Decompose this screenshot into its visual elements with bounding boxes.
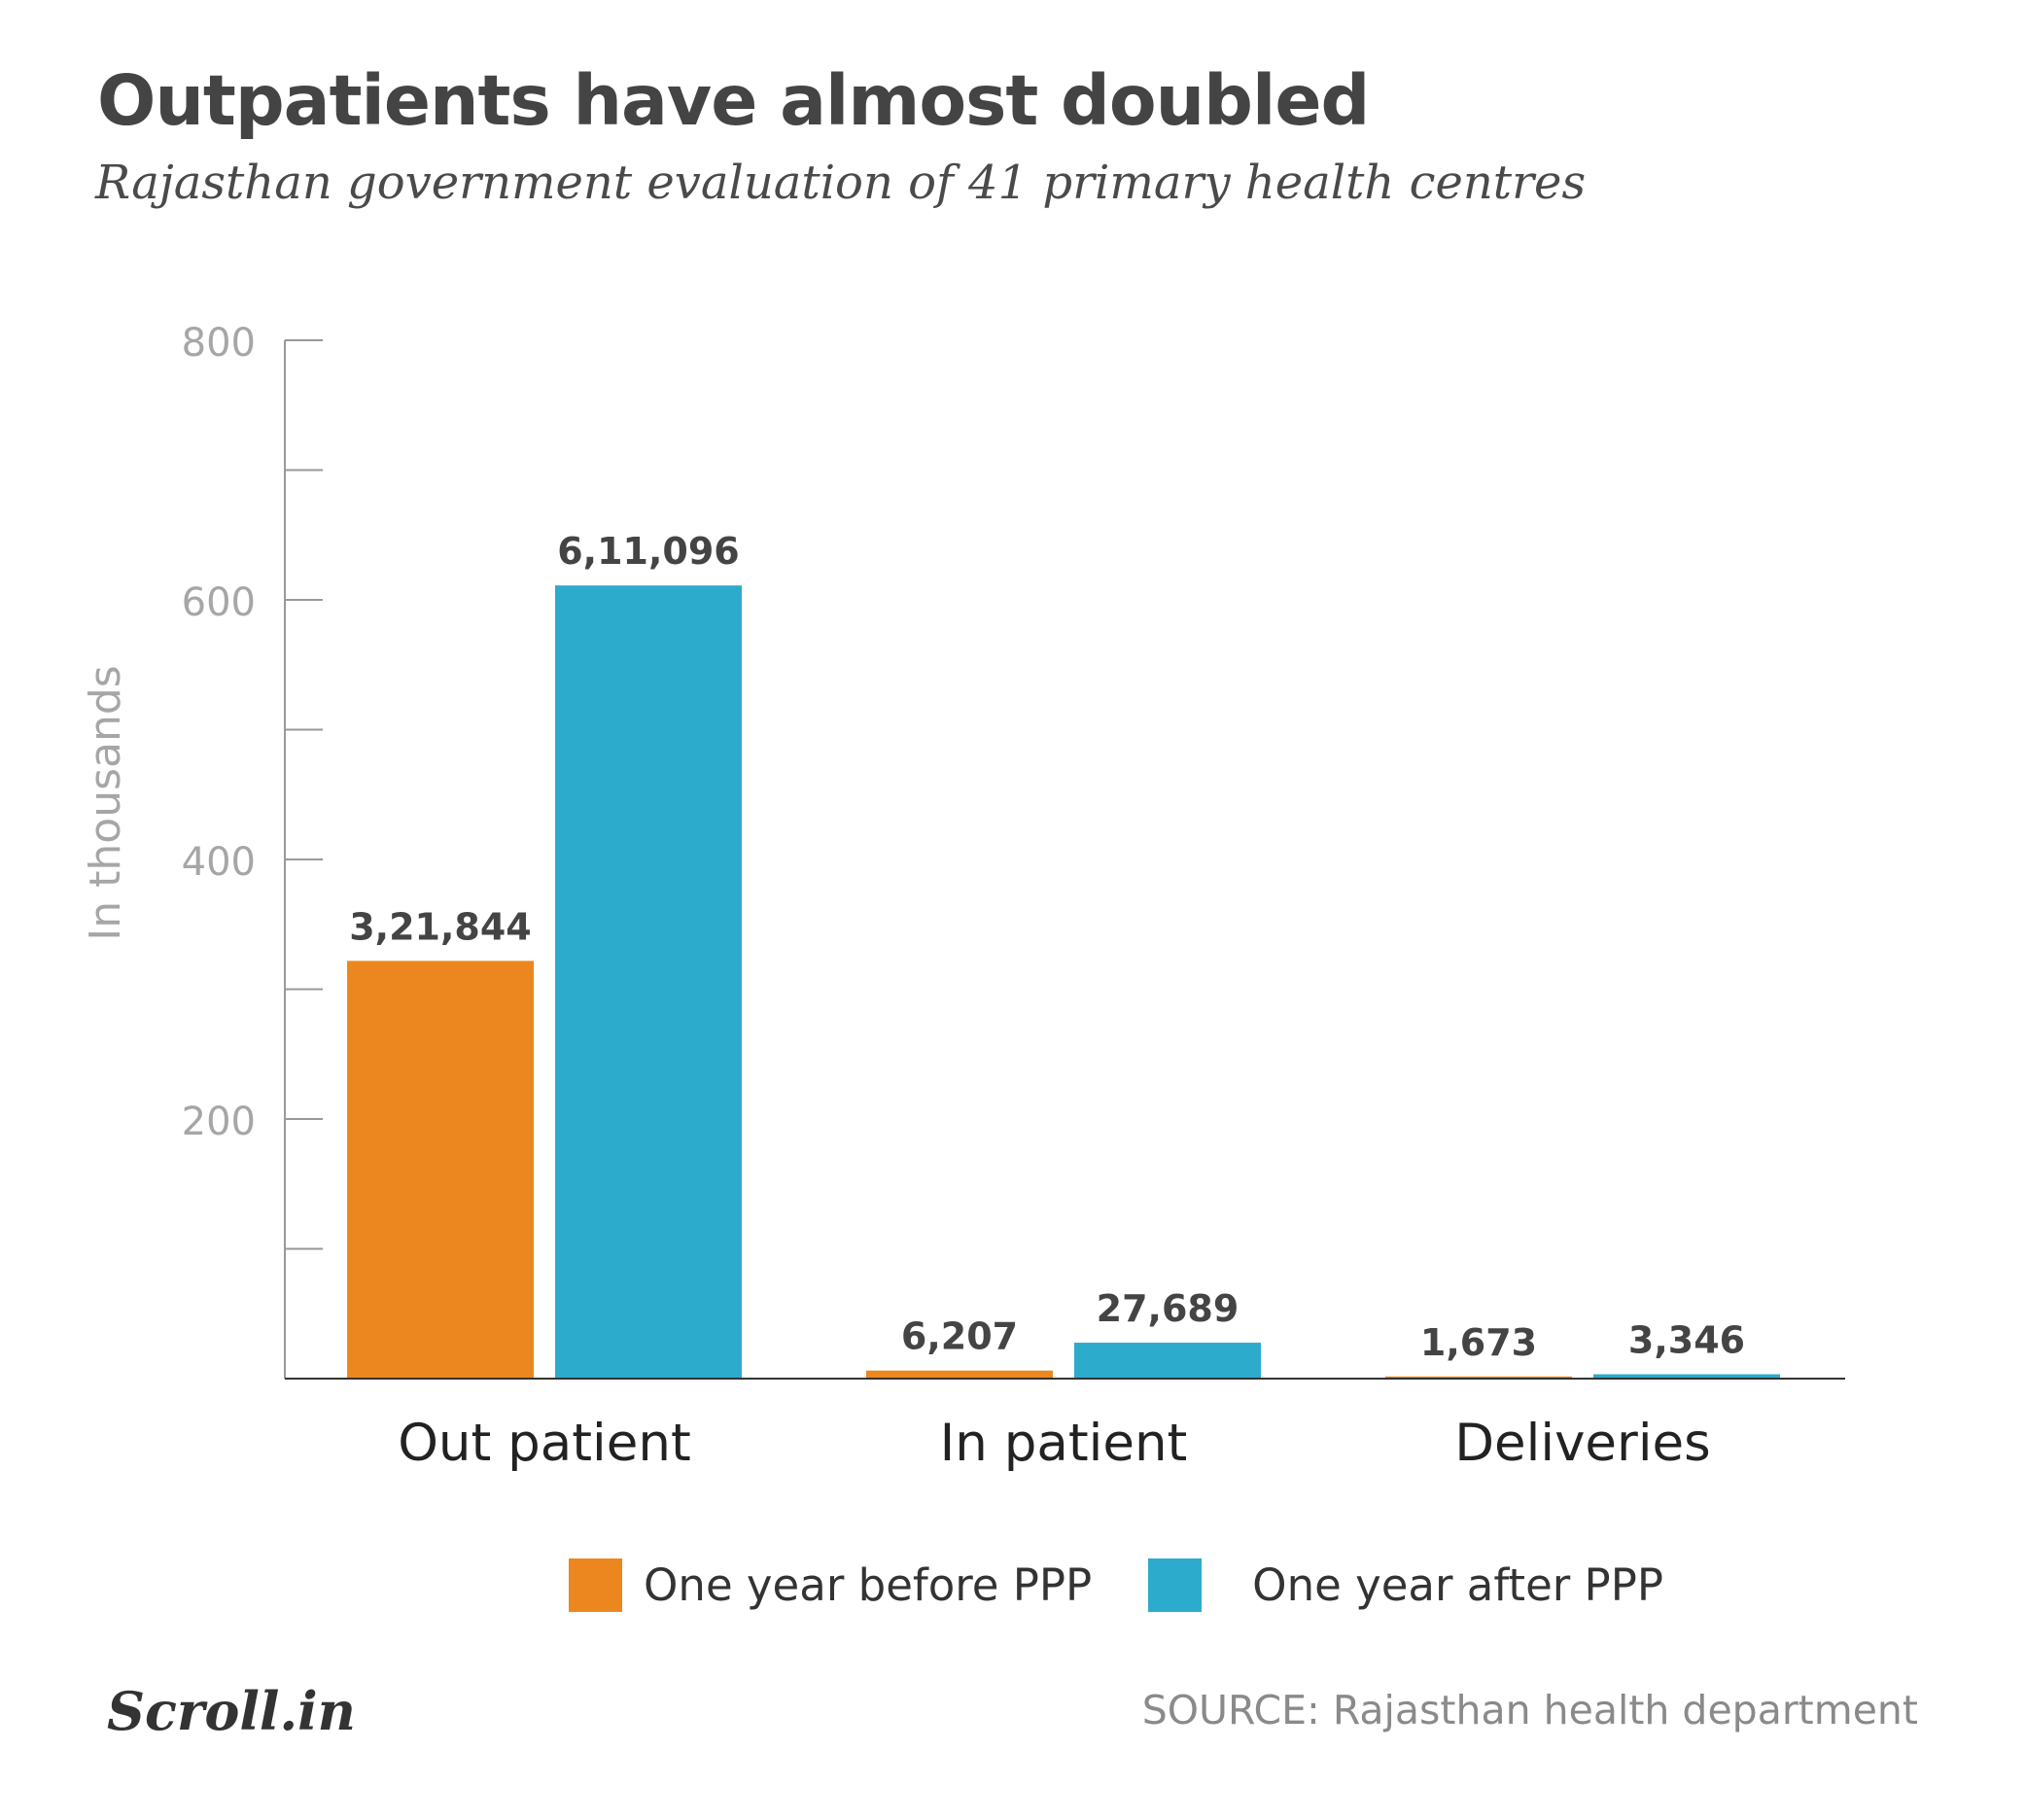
scroll-logo: Scroll.in <box>107 1680 356 1742</box>
legend: One year before PPP One year after PPP <box>569 1558 1663 1612</box>
bar <box>347 961 534 1379</box>
bar <box>866 1370 1053 1379</box>
y-axis-title: In thousands <box>81 665 130 940</box>
y-tick-label: 400 <box>182 840 256 885</box>
legend-label-after: One year after PPP <box>1252 1559 1663 1611</box>
data-label: 6,207 <box>901 1315 1018 1358</box>
x-category-label: In patient <box>940 1414 1188 1473</box>
x-category-label: Out patient <box>398 1414 691 1473</box>
data-label: 27,689 <box>1097 1287 1239 1330</box>
data-label: 3,346 <box>1628 1319 1745 1362</box>
source-note: SOURCE: Rajasthan health department <box>1141 1687 1918 1733</box>
data-label: 6,11,096 <box>557 530 740 573</box>
x-category-label: Deliveries <box>1454 1414 1711 1473</box>
bar <box>1593 1374 1780 1379</box>
bar-chart: 200 400 600 800 In thousands 3,21,844 6,11,096… <box>81 321 1845 1473</box>
legend-item-before: One year before PPP <box>569 1558 1092 1612</box>
data-label: 1,673 <box>1420 1321 1537 1364</box>
legend-label-before: One year before PPP <box>644 1559 1093 1611</box>
legend-swatch-after <box>1148 1558 1203 1612</box>
legend-item-after: One year after PPP <box>1148 1558 1663 1612</box>
y-tick-label: 800 <box>182 321 256 366</box>
bar <box>1074 1343 1261 1379</box>
data-label: 3,21,844 <box>349 905 532 948</box>
chart-title: Outpatients have almost doubled <box>97 60 1370 141</box>
y-tick-label: 200 <box>182 1100 256 1144</box>
bar <box>1385 1376 1572 1379</box>
y-tick-label: 600 <box>182 580 256 625</box>
chart-subtitle: Rajasthan government evaluation of 41 pr… <box>95 156 1587 210</box>
legend-swatch-before <box>569 1558 622 1612</box>
bar <box>555 585 742 1379</box>
